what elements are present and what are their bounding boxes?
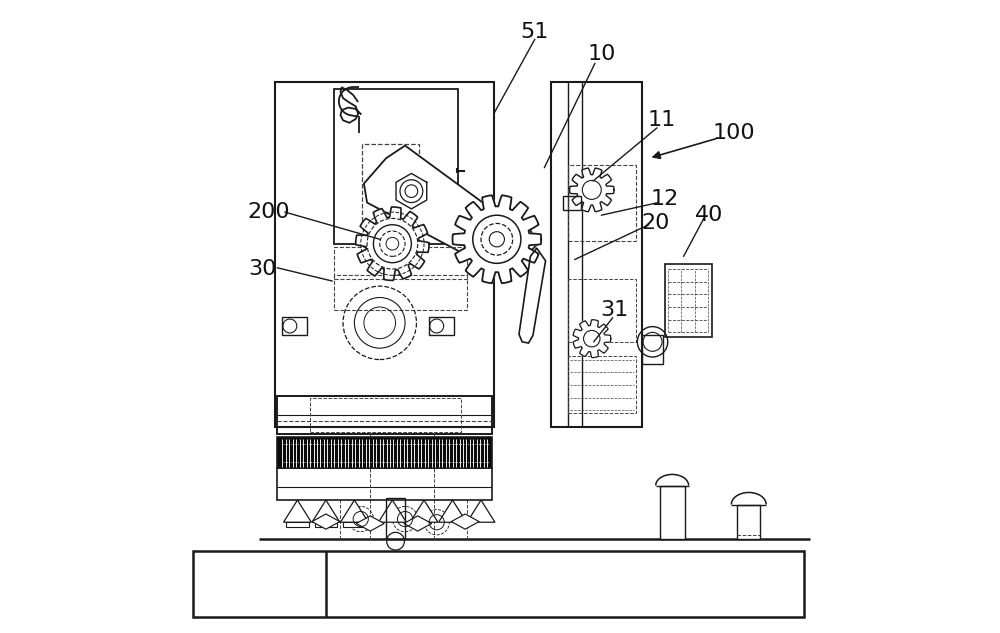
Bar [568, 165, 636, 241]
Bar [334, 247, 467, 279]
Bar [660, 486, 685, 539]
Text: 12: 12 [650, 189, 679, 210]
Bar [429, 316, 454, 335]
Bar [343, 522, 366, 527]
Polygon shape [312, 514, 340, 529]
Polygon shape [378, 500, 406, 522]
Bar [642, 335, 663, 364]
Bar [282, 316, 307, 335]
Text: 40: 40 [695, 205, 723, 225]
Bar [568, 356, 636, 413]
Polygon shape [453, 195, 541, 284]
Bar [277, 437, 492, 468]
Polygon shape [364, 146, 538, 262]
Polygon shape [356, 207, 429, 280]
Bar [386, 498, 405, 539]
Bar [286, 522, 309, 527]
Polygon shape [467, 500, 495, 522]
Bar [563, 196, 581, 210]
Text: 10: 10 [587, 44, 615, 64]
Polygon shape [439, 500, 466, 522]
Text: 31: 31 [600, 300, 628, 320]
Polygon shape [410, 500, 438, 522]
Polygon shape [570, 168, 614, 212]
Polygon shape [356, 516, 384, 531]
Bar [568, 279, 636, 342]
Bar [310, 398, 461, 432]
Text: 30: 30 [248, 259, 277, 279]
Text: 20: 20 [641, 213, 669, 234]
Bar [334, 275, 467, 310]
Bar [737, 505, 760, 539]
Polygon shape [519, 248, 546, 343]
Bar [277, 468, 492, 500]
Bar [315, 522, 337, 527]
Polygon shape [451, 514, 479, 529]
Polygon shape [396, 173, 427, 209]
Polygon shape [312, 500, 340, 522]
Bar [362, 144, 419, 229]
Bar [665, 264, 712, 337]
Bar [193, 551, 804, 617]
Bar [334, 89, 458, 244]
Polygon shape [284, 500, 311, 522]
Text: 11: 11 [647, 110, 676, 130]
Polygon shape [404, 516, 432, 531]
Polygon shape [340, 500, 368, 522]
Bar [551, 82, 642, 427]
Text: 51: 51 [521, 22, 549, 42]
Bar [275, 82, 494, 427]
Text: 200: 200 [248, 202, 290, 222]
Text: 100: 100 [713, 123, 756, 143]
Polygon shape [573, 320, 611, 358]
Bar [277, 396, 492, 434]
